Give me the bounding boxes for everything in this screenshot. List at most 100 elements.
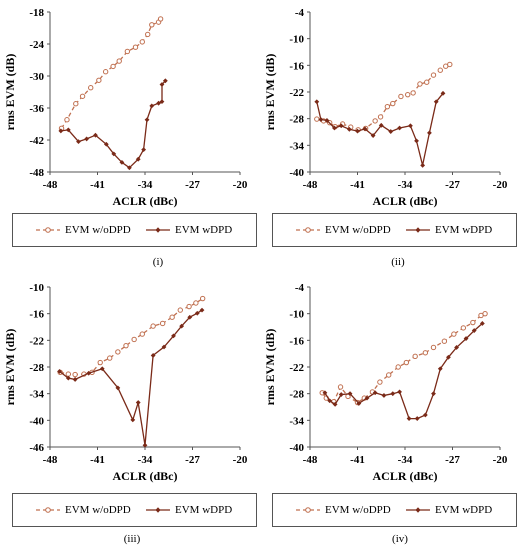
y-tick-label: -18	[29, 7, 44, 19]
data-point-w-dpd	[406, 416, 412, 421]
data-point-wo-dpd	[199, 295, 206, 302]
data-point-w-dpd	[162, 78, 168, 84]
legend-swatch-w-dpd	[146, 227, 170, 233]
legend-swatch-wo-dpd	[296, 227, 320, 233]
data-point-w-dpd	[427, 130, 432, 136]
data-point-wo-dpd	[372, 118, 378, 124]
x-axis-title: ACLR (dBc)	[373, 194, 438, 208]
data-point-wo-dpd	[73, 101, 79, 107]
data-point-wo-dpd	[131, 336, 137, 343]
data-point-wo-dpd	[403, 359, 410, 366]
legend-item-wo-dpd: EVM w/oDPD	[35, 494, 131, 526]
data-point-wo-dpd	[150, 323, 156, 329]
chart-panel-iv: -48 -41 -34 -27 -20 -4 -10 -16 -22 -28 -34 -40 ACLR …	[260, 275, 520, 550]
y-tick-label: -22	[289, 362, 304, 374]
x-tick-label: -20	[493, 179, 508, 191]
data-point-wo-dpd	[422, 350, 429, 356]
x-tick-label: -34	[398, 454, 413, 466]
legend-label-wo-dpd: EVM w/oDPD	[325, 224, 391, 236]
y-tick-label: -42	[29, 135, 44, 147]
data-point-w-dpd	[446, 354, 451, 360]
legend-item-wo-dpd: EVM w/oDPD	[35, 214, 131, 246]
y-tick-label: -24	[29, 39, 44, 51]
data-point-w-dpd	[322, 390, 328, 396]
legend-item-w-dpd: EVM wDPD	[405, 494, 492, 526]
data-point-w-dpd	[463, 336, 469, 341]
legend-label-wo-dpd: EVM w/oDPD	[65, 504, 131, 516]
series-line-w-dpd	[324, 322, 483, 420]
data-point-wo-dpd	[417, 81, 423, 87]
x-axis-title: ACLR (dBc)	[373, 469, 438, 483]
x-tick-label: -27	[445, 454, 460, 466]
legend-label-w-dpd: EVM wDPD	[175, 224, 233, 236]
x-tick-label: -20	[493, 454, 508, 466]
data-point-wo-dpd	[447, 61, 453, 68]
data-point-w-dpd	[119, 160, 125, 165]
legend-item-wo-dpd: EVM w/oDPD	[295, 214, 391, 246]
data-point-w-dpd	[135, 156, 141, 162]
data-point-wo-dpd	[314, 116, 320, 122]
data-point-wo-dpd	[430, 344, 437, 351]
data-point-w-dpd	[99, 366, 105, 372]
data-point-w-dpd	[408, 123, 413, 129]
data-point-w-dpd	[72, 377, 78, 382]
y-tick-label: -4	[295, 282, 305, 294]
legend-swatch-wo-dpd	[296, 507, 320, 513]
data-point-wo-dpd	[132, 44, 139, 50]
data-point-wo-dpd	[451, 331, 457, 337]
data-point-w-dpd	[431, 391, 436, 397]
y-tick-label: -4	[295, 7, 305, 19]
data-point-w-dpd	[111, 151, 117, 157]
data-point-wo-dpd	[159, 320, 166, 327]
y-tick-label: -28	[29, 362, 44, 374]
data-point-w-dpd	[130, 417, 136, 423]
legend-label-wo-dpd: EVM w/oDPD	[65, 224, 131, 236]
y-axis-title: rms EVM (dB)	[263, 54, 277, 131]
x-tick-label: -20	[233, 454, 248, 466]
data-point-w-dpd	[338, 392, 344, 397]
data-point-w-dpd	[144, 117, 150, 123]
data-point-wo-dpd	[157, 16, 164, 22]
y-tick-label: -28	[289, 114, 304, 126]
x-axis-title: ACLR (dBc)	[113, 194, 178, 208]
caption-iii: (iii)	[123, 533, 141, 545]
data-point-w-dpd	[314, 99, 320, 105]
data-point-w-dpd	[362, 126, 368, 132]
chart-panel-ii: -48 -41 -34 -27 -20 -4 -10 -16 -22 -28 -34 -40 ACLR …	[260, 0, 520, 275]
data-point-wo-dpd	[79, 93, 86, 99]
x-tick-label: -34	[138, 454, 153, 466]
data-point-w-dpd	[57, 369, 62, 374]
x-tick-label: -41	[90, 454, 105, 466]
y-tick-label: -36	[29, 103, 44, 115]
y-tick-label: -46	[29, 442, 44, 454]
y-tick-label: -22	[29, 335, 44, 347]
data-point-w-dpd	[318, 117, 324, 122]
data-point-w-dpd	[390, 391, 396, 397]
data-point-wo-dpd	[337, 384, 344, 390]
data-point-w-dpd	[156, 100, 161, 106]
legend-iv: EVM w/oDPD EVM wDPD	[272, 493, 517, 527]
data-point-w-dpd	[370, 133, 376, 138]
data-point-w-dpd	[397, 389, 402, 395]
legend-label-wo-dpd: EVM w/oDPD	[325, 504, 391, 516]
chart-panel-i: -48 -41 -34 -27 -20 -18 -24 -30 -36 -42 -48 ACLR (d…	[0, 0, 260, 275]
x-tick-label: -48	[303, 179, 318, 191]
y-tick-label: -40	[29, 415, 44, 427]
series-line-wo-dpd	[316, 63, 451, 131]
series-line-w-dpd	[59, 309, 203, 446]
x-tick-label: -34	[398, 179, 413, 191]
y-tick-label: -34	[289, 140, 304, 152]
data-point-w-dpd	[84, 136, 90, 142]
legend-swatch-w-dpd	[406, 507, 430, 513]
legend-swatch-w-dpd	[406, 227, 430, 233]
data-point-w-dpd	[159, 99, 165, 104]
data-point-w-dpd	[471, 328, 477, 333]
data-point-wo-dpd	[390, 100, 396, 107]
y-axis-title: rms EVM (dB)	[3, 54, 17, 131]
data-point-wo-dpd	[139, 331, 145, 337]
data-point-w-dpd	[381, 393, 387, 398]
data-point-wo-dpd	[139, 39, 145, 45]
x-tick-label: -48	[43, 454, 58, 466]
data-point-wo-dpd	[169, 314, 175, 320]
y-tick-label: -16	[289, 60, 304, 72]
